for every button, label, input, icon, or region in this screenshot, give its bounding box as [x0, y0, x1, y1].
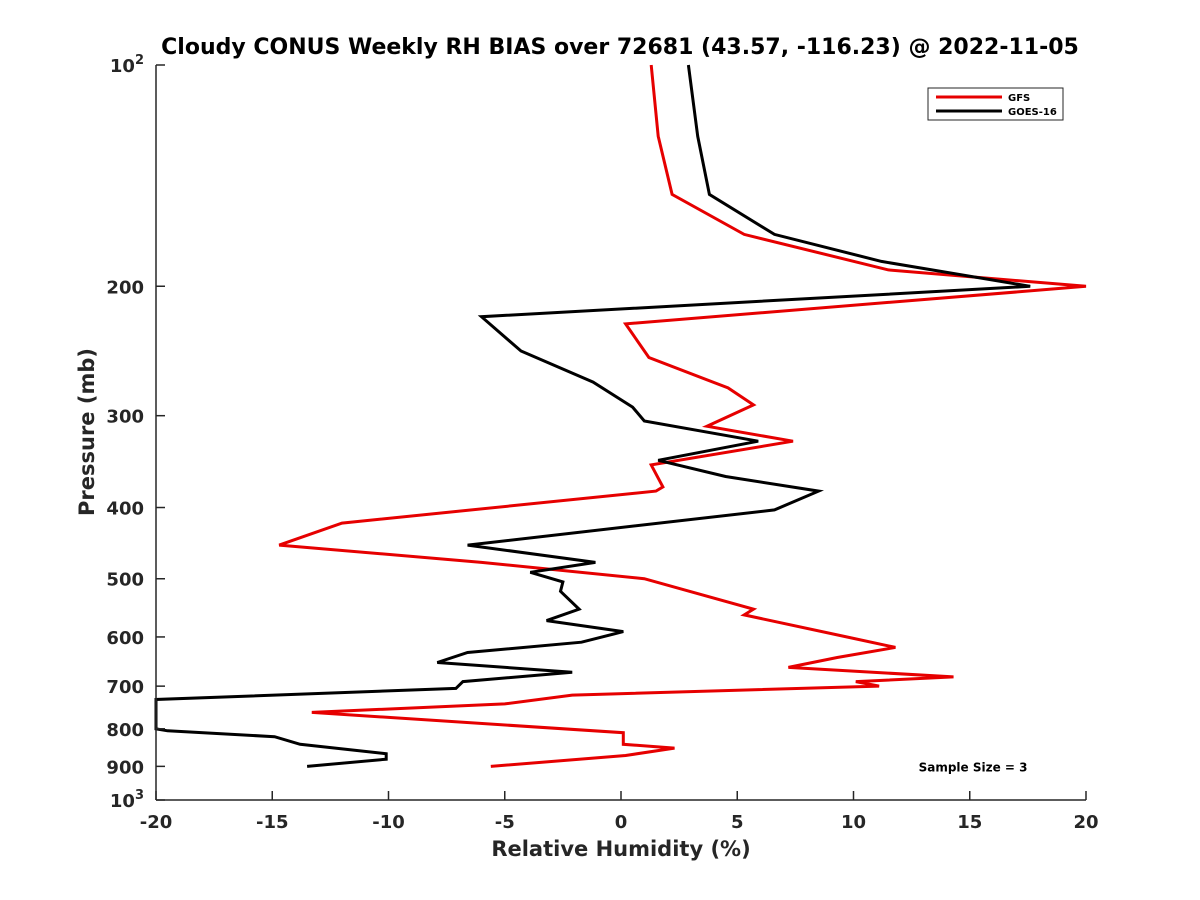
sample-size-annotation: Sample Size = 3 [919, 760, 1028, 774]
x-tick-label: 15 [957, 812, 982, 833]
x-tick-label: -15 [256, 812, 289, 833]
x-ticks: -20 -15 -10 -5 0 5 10 15 20 [140, 791, 1099, 833]
series-line-gfs [278, 64, 1087, 768]
axes [155, 65, 1086, 801]
series-line-goes-16 [154, 64, 1031, 768]
x-tick-label: 20 [1073, 812, 1098, 833]
y-tick-label: 200 [106, 277, 144, 298]
series-lines [154, 64, 1087, 768]
legend-label-goes-16: GOES-16 [1008, 107, 1057, 118]
y-tick-label: 103 [110, 788, 144, 812]
legend-box [927, 87, 1064, 121]
y-tick-label: 700 [106, 677, 144, 698]
legend-label-gfs: GFS [1008, 93, 1030, 104]
x-tick-label: 5 [731, 812, 744, 833]
y-tick-label: 600 [106, 628, 144, 649]
y-tick-label: 400 [106, 499, 144, 520]
x-tick-label: 10 [841, 812, 866, 833]
chart-title: Cloudy CONUS Weekly RH BIAS over 72681 (… [161, 35, 1079, 60]
x-tick-label: -5 [495, 812, 515, 833]
y-tick-label: 900 [106, 757, 144, 778]
y-axis-label: Pressure (mb) [75, 348, 99, 516]
y-tick-label: 500 [106, 570, 144, 591]
legend: GFS GOES-16 [927, 87, 1064, 121]
x-tick-label: -10 [372, 812, 405, 833]
x-tick-label: 0 [615, 812, 628, 833]
y-tick-label: 102 [110, 53, 144, 77]
y-ticks: 102 200 300 400 500 600 700 800 900 103 [106, 53, 165, 812]
x-axis-label: Relative Humidity (%) [491, 837, 750, 861]
y-tick-label: 300 [106, 407, 144, 428]
y-tick-label: 800 [106, 720, 144, 741]
x-tick-label: -20 [140, 812, 173, 833]
